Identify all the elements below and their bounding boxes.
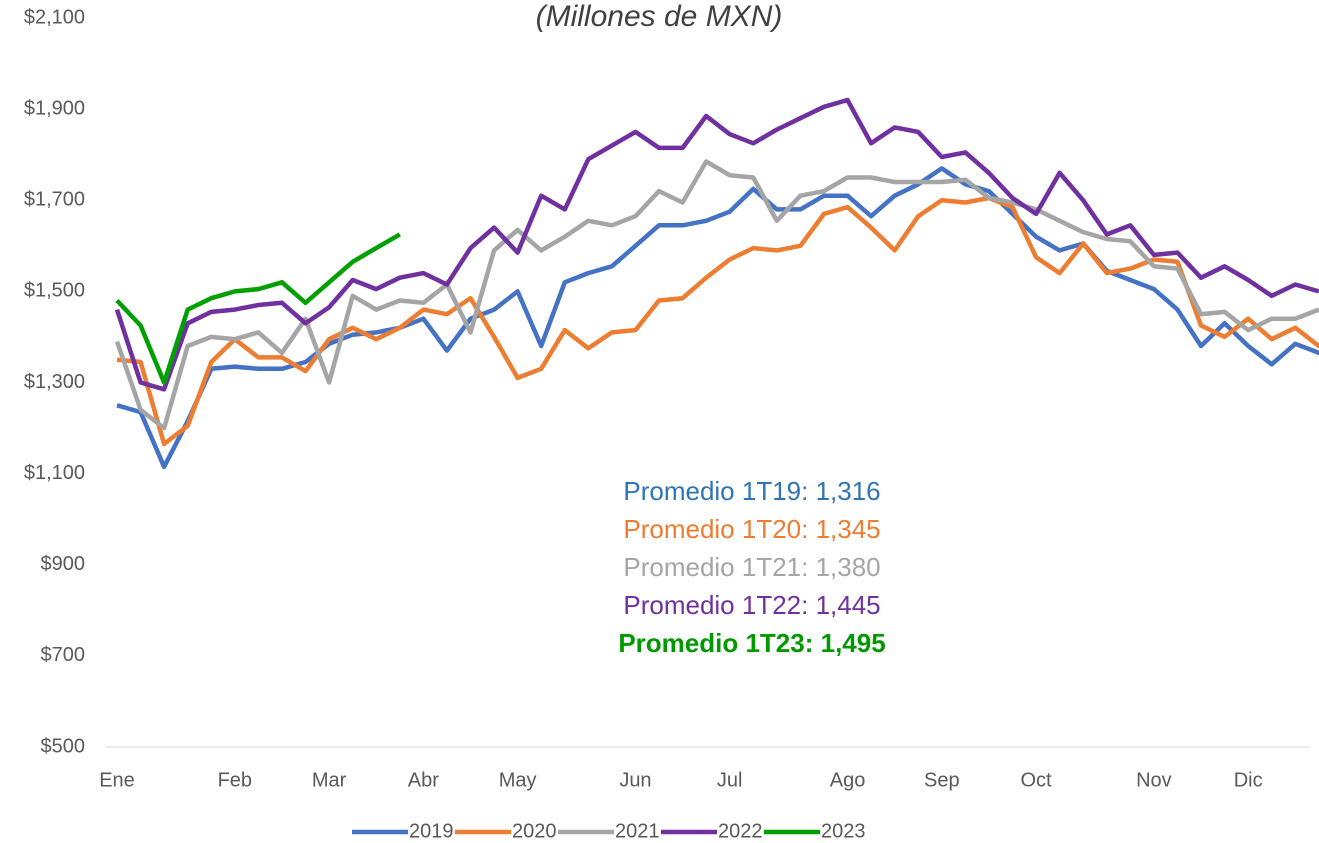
x-tick-label: Feb xyxy=(218,769,252,791)
legend-label: 2023 xyxy=(821,820,866,842)
legend-label: 2021 xyxy=(615,820,660,842)
y-tick-label: $1,300 xyxy=(24,371,85,393)
x-tick-label: Sep xyxy=(924,769,960,791)
x-tick-label: Jun xyxy=(619,769,651,791)
annotation: Promedio 1T21: 1,380 xyxy=(623,552,880,582)
y-tick-label: $1,700 xyxy=(24,189,85,211)
series-line xyxy=(114,97,1319,392)
x-tick-label: Dic xyxy=(1234,769,1263,791)
y-tick-label: $700 xyxy=(41,644,86,666)
x-tick-label: Jul xyxy=(717,769,743,791)
y-tick-label: $2,100 xyxy=(24,6,85,28)
y-tick-label: $1,100 xyxy=(24,462,85,484)
annotation: Promedio 1T20: 1,345 xyxy=(623,514,880,544)
x-tick-label: May xyxy=(499,769,537,791)
chart-title: (Millones de MXN) xyxy=(536,0,783,33)
x-tick-label: Nov xyxy=(1136,769,1172,791)
series-line xyxy=(114,159,1319,431)
legend-label: 2020 xyxy=(512,820,557,842)
y-tick-label: $1,900 xyxy=(24,97,85,119)
x-tick-label: Oct xyxy=(1021,769,1053,791)
x-tick-label: Mar xyxy=(312,769,347,791)
y-tick-label: $500 xyxy=(41,735,86,757)
x-tick-label: Ene xyxy=(99,769,135,791)
legend-label: 2019 xyxy=(409,820,454,842)
series-line xyxy=(115,232,401,385)
annotation: Promedio 1T19: 1,316 xyxy=(623,476,880,506)
annotation: Promedio 1T23: 1,495 xyxy=(618,628,885,658)
series-line xyxy=(116,195,1319,447)
legend-label: 2022 xyxy=(718,820,763,842)
y-tick-label: $1,500 xyxy=(24,280,85,302)
y-tick-label: $900 xyxy=(41,553,86,575)
annotation: Promedio 1T22: 1,445 xyxy=(623,590,880,620)
x-tick-label: Abr xyxy=(408,769,439,791)
x-tick-label: Ago xyxy=(830,769,866,791)
